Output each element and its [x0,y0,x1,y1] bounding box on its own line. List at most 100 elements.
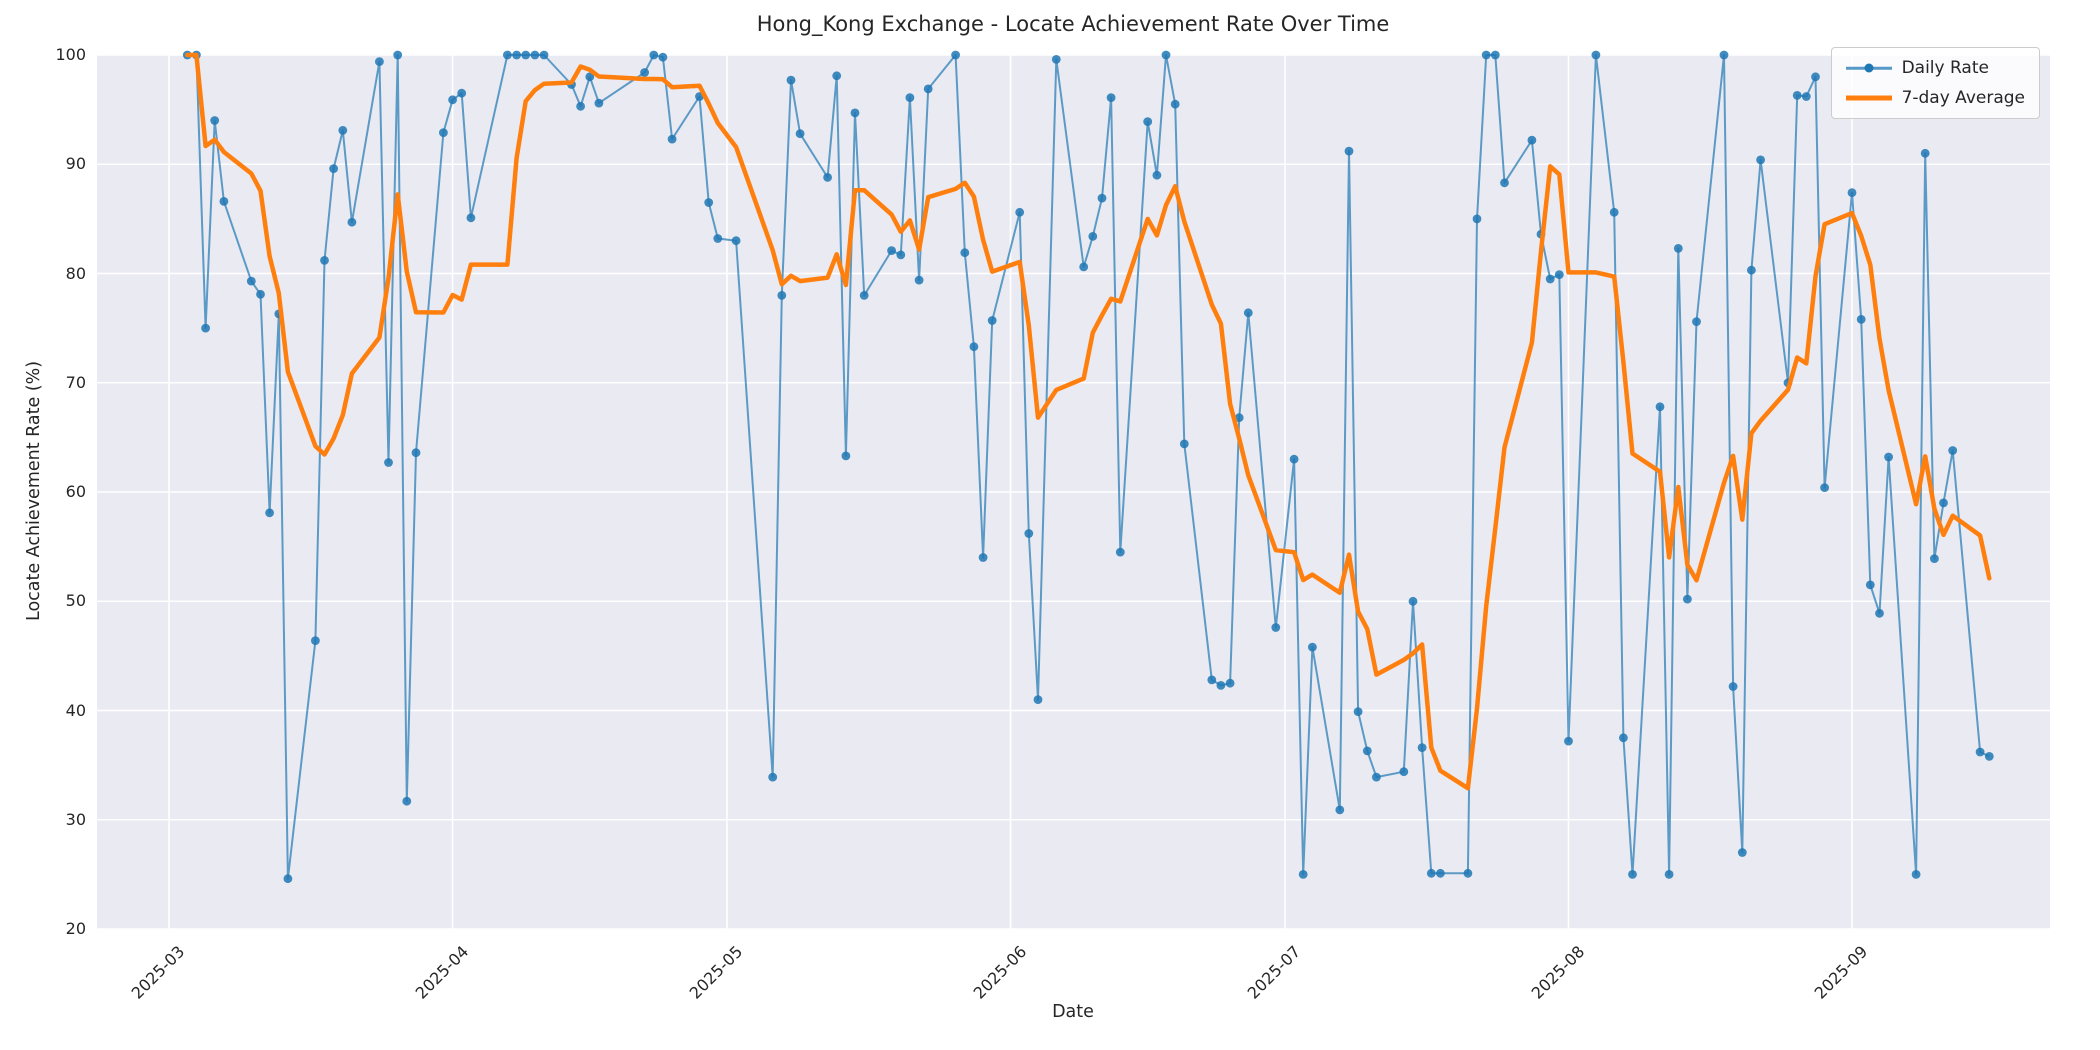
daily-rate-marker [1875,608,1884,618]
daily-rate-marker [1655,402,1665,412]
daily-rate-marker [1939,498,1948,508]
daily-rate-marker [1436,868,1445,878]
daily-rate-marker [667,134,677,144]
daily-rate-marker [1747,265,1756,275]
y-tick-label: 80 [65,263,86,283]
daily-rate-marker [1856,315,1866,324]
daily-rate-marker [978,553,988,562]
daily-rate-marker [1143,117,1153,126]
daily-rate-marker [1216,681,1226,690]
daily-rate-marker [1975,747,1985,757]
daily-rate-marker [1353,707,1363,716]
daily-rate-marker [246,276,256,286]
daily-rate-marker [649,50,659,60]
daily-rate-marker [594,98,604,108]
legend: Daily Rate 7-day Average [1830,47,2040,119]
daily-rate-marker [951,50,960,60]
daily-rate-marker [1884,452,1893,462]
daily-rate-marker [905,93,915,102]
daily-rate-marker [521,50,531,60]
daily-rate-marker [1737,848,1747,857]
daily-rate-marker [987,316,997,325]
chart-title: Hong_Kong Exchange - Locate Achievement … [756,12,1390,36]
daily-rate-marker [914,275,924,285]
daily-rate-marker [1417,743,1427,752]
daily-rate-marker [1619,733,1628,743]
daily-rate-marker [1692,317,1701,326]
daily-rate-marker [1920,148,1930,158]
daily-rate-marker [585,72,595,82]
daily-rate-marker [1527,135,1537,145]
daily-rate-marker [841,451,851,461]
daily-rate-marker [1344,146,1354,156]
daily-rate-marker [1152,170,1162,180]
daily-rate-marker [1865,580,1875,590]
y-tick-label: 60 [65,482,86,501]
daily-rate-marker [1756,155,1765,165]
daily-rate-marker [1481,50,1491,60]
daily-rate-marker [1911,870,1921,879]
x-axis-label: Date [1052,1002,1094,1022]
daily-rate-marker [1399,767,1409,777]
daily-rate-marker [1207,675,1217,685]
daily-rate-marker [1106,93,1116,102]
daily-rate-marker [786,75,796,85]
daily-rate-marker [1820,483,1829,492]
daily-rate-marker [338,125,348,135]
daily-rate-marker [1115,547,1125,557]
y-tick-label: 50 [65,591,86,611]
daily-rate-marker [265,508,274,518]
daily-rate-marker [1024,529,1034,538]
y-tick-label: 70 [65,372,86,392]
seven-day-average-line-sample-icon [1845,94,1892,102]
daily-rate-marker [713,234,723,243]
daily-rate-marker [1015,207,1025,217]
daily-rate-marker [1243,308,1253,318]
daily-rate-marker [1984,752,1994,761]
daily-rate-marker [375,57,384,66]
daily-rate-marker [832,71,842,81]
daily-rate-marker [1490,50,1500,60]
daily-rate-marker [347,217,357,227]
daily-rate-marker [411,448,421,458]
y-tick-label: 20 [65,919,86,938]
y-tick-label: 30 [65,809,86,829]
daily-rate-marker [1545,274,1555,284]
daily-rate-marker [658,52,668,62]
legend-label-daily-rate: Daily Rate [1901,58,1989,78]
seven-day-average-line [185,52,1992,791]
daily-rate-marker [1847,188,1857,198]
daily-rate-marker [1408,596,1418,606]
daily-rate-marker [256,289,265,299]
daily-rate-marker [1033,695,1043,704]
daily-rate-marker [457,88,467,98]
daily-rate-marker [320,256,329,265]
daily-rate-marker [393,50,403,60]
daily-rate-marker [210,116,220,125]
daily-rate-marker [1609,207,1619,217]
daily-rate-marker [1554,270,1564,279]
daily-rate-marker [960,248,970,258]
daily-rate-marker [1472,214,1482,224]
daily-rate-marker [402,796,412,806]
legend-item-daily-rate: Daily Rate [1845,58,2025,78]
daily-rate-marker [1683,594,1692,604]
daily-rate-marker [219,197,229,206]
daily-rate-marker [201,323,211,333]
legend-label-7day-average: 7-day Average [1901,88,2025,108]
daily-rate-marker [1234,413,1244,423]
daily-rate-marker [1628,870,1637,879]
daily-rate-marker [1179,439,1189,449]
daily-rate-marker [777,291,787,300]
daily-rate-marker [896,250,906,260]
y-axis-label: Locate Achievement Rate (%) [24,360,44,621]
daily-rate-marker [1271,623,1281,632]
daily-rate-marker [640,68,649,77]
daily-rate-marker [1948,446,1958,455]
daily-rate-marker [704,198,714,207]
daily-rate-marker [1591,50,1601,60]
daily-rate-marker [466,213,476,223]
daily-rate-marker [768,772,778,782]
daily-rate-marker [1161,50,1171,60]
